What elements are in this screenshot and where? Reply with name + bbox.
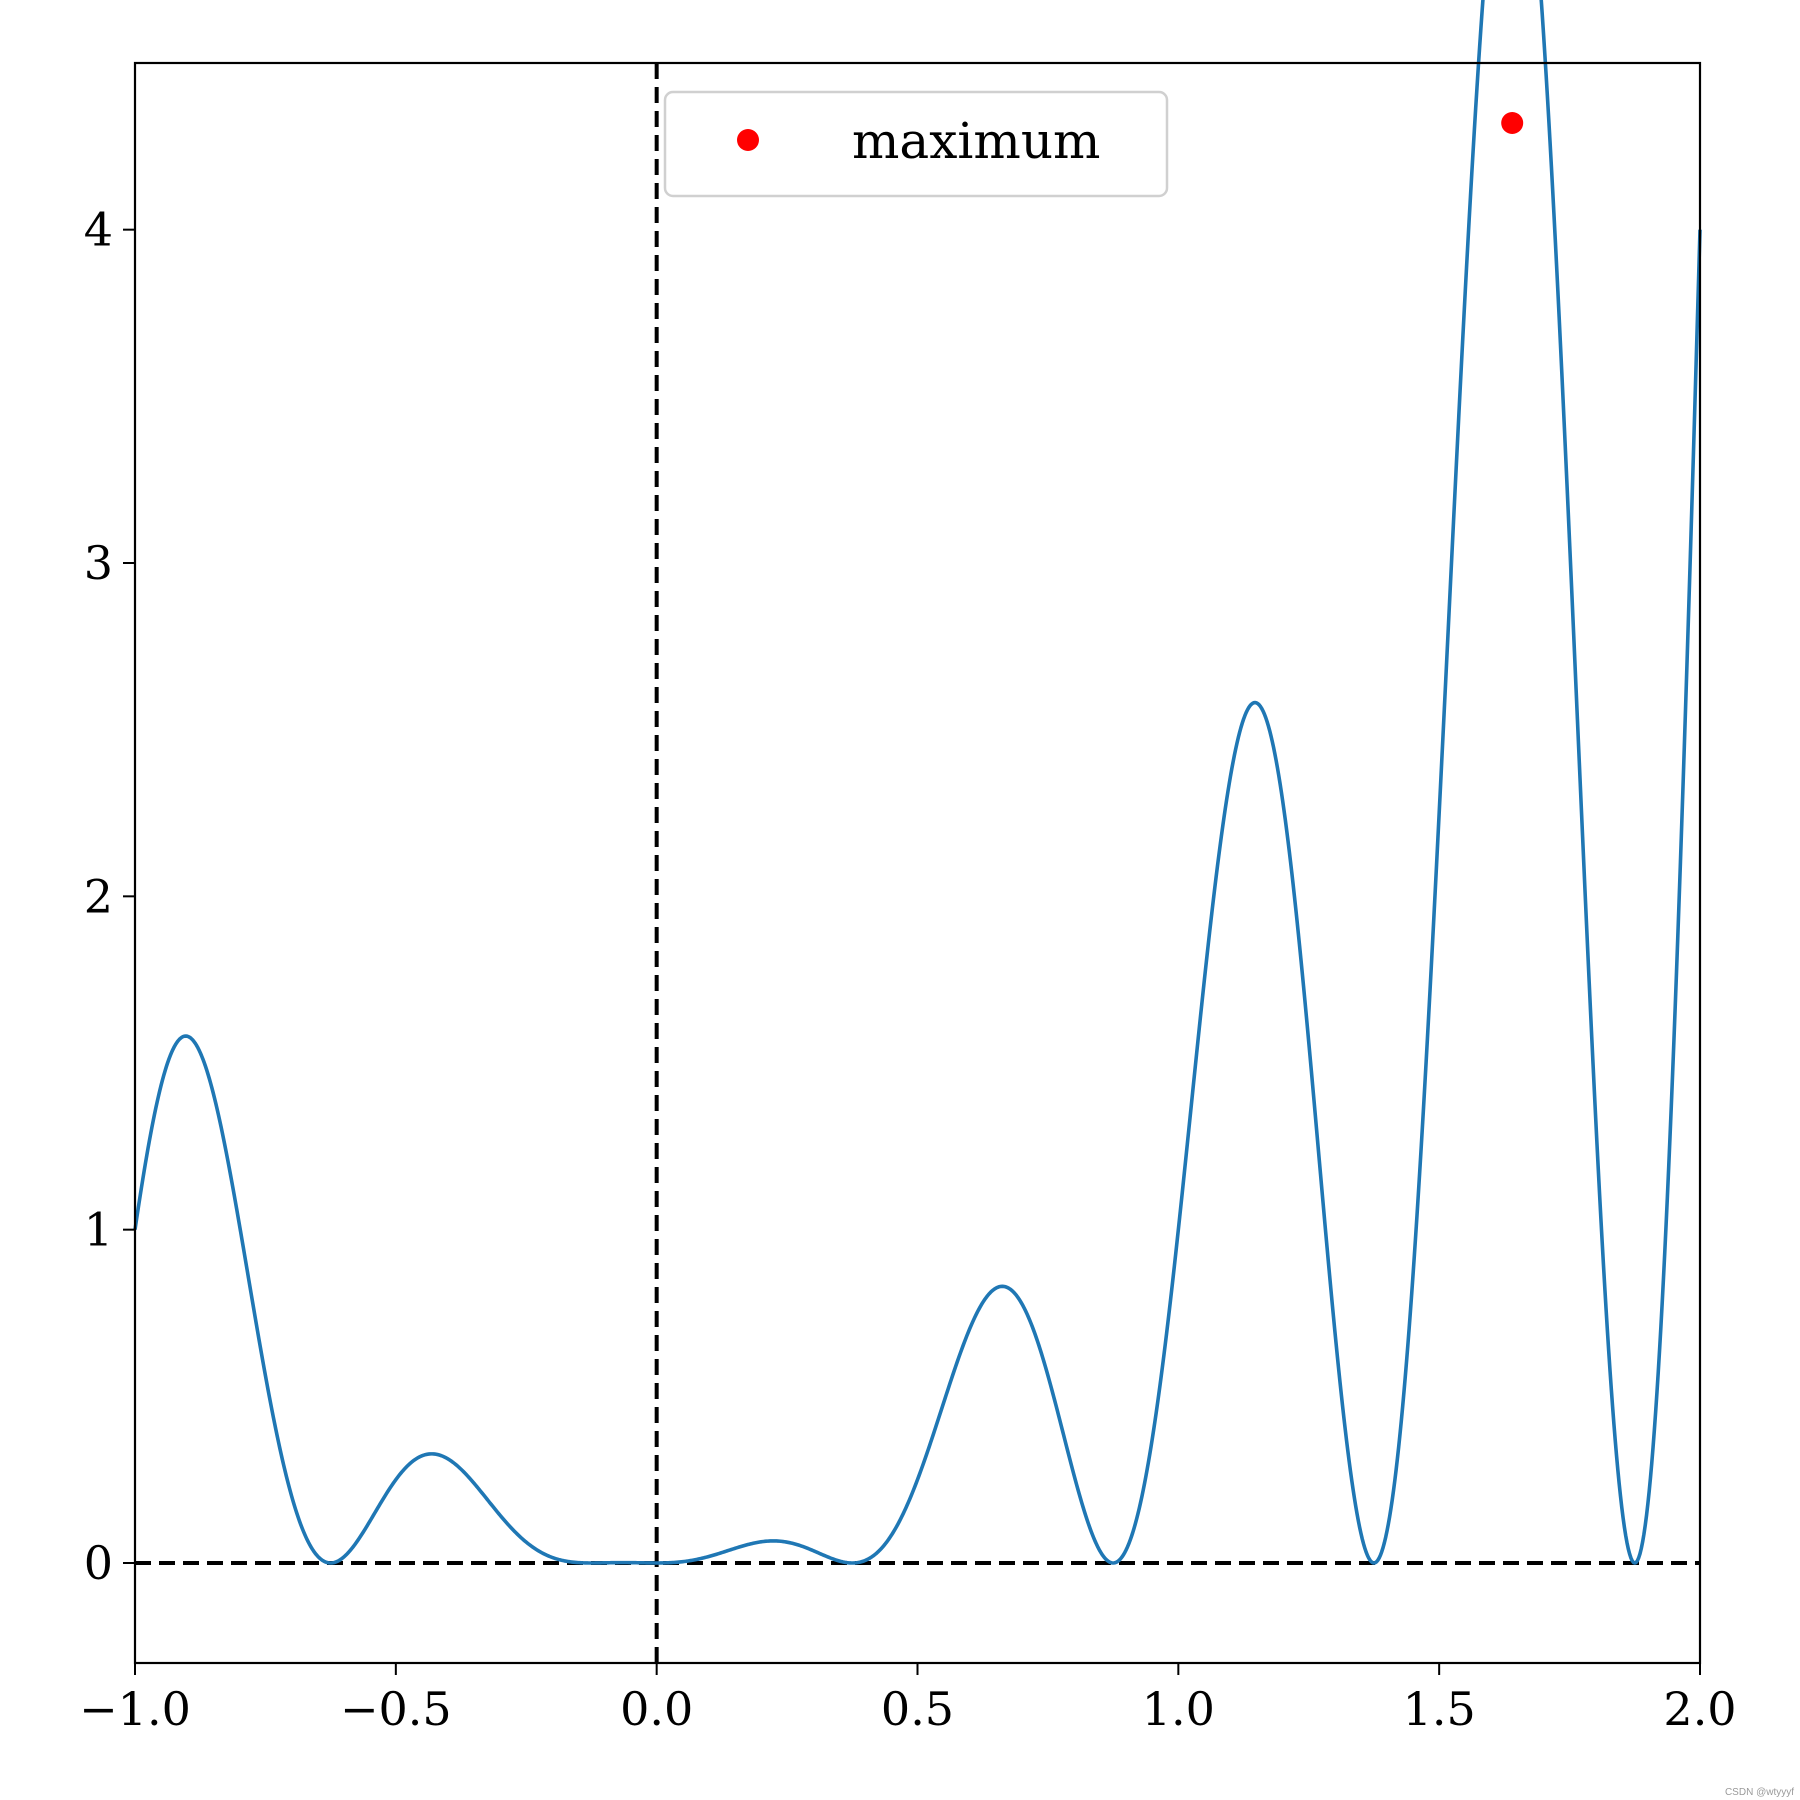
x-tick-label: 0.5	[881, 1682, 954, 1736]
x-axis: −1.0 −0.5 0.0 0.5 1.0 1.5 2.0	[79, 1663, 1737, 1736]
legend-label-maximum: maximum	[852, 112, 1100, 170]
legend-marker-dot	[737, 129, 759, 151]
x-tick-label: −1.0	[79, 1682, 191, 1736]
maximum-point	[1501, 112, 1524, 134]
watermark: CSDN @wtyyyf	[1724, 1787, 1794, 1798]
y-axis: 0 1 2 3 4	[84, 203, 135, 1590]
legend: maximum	[663, 90, 1169, 198]
x-tick-label: 1.0	[1142, 1682, 1215, 1736]
reference-lines	[135, 63, 1700, 1663]
legend-box	[663, 90, 1169, 198]
y-tick-label: 4	[84, 203, 113, 257]
x-tick-label: −0.5	[340, 1682, 452, 1736]
x-tick-label: 1.5	[1403, 1682, 1476, 1736]
x-tick-label: 0.0	[620, 1682, 693, 1736]
x-tick-label: 2.0	[1663, 1682, 1736, 1736]
y-tick-label: 2	[84, 869, 113, 923]
function-curve-line	[133, 0, 1702, 1565]
y-tick-label: 1	[84, 1203, 113, 1257]
y-tick-label: 3	[84, 536, 113, 590]
y-tick-label: 0	[84, 1536, 113, 1590]
plot-series	[133, 0, 1702, 1565]
